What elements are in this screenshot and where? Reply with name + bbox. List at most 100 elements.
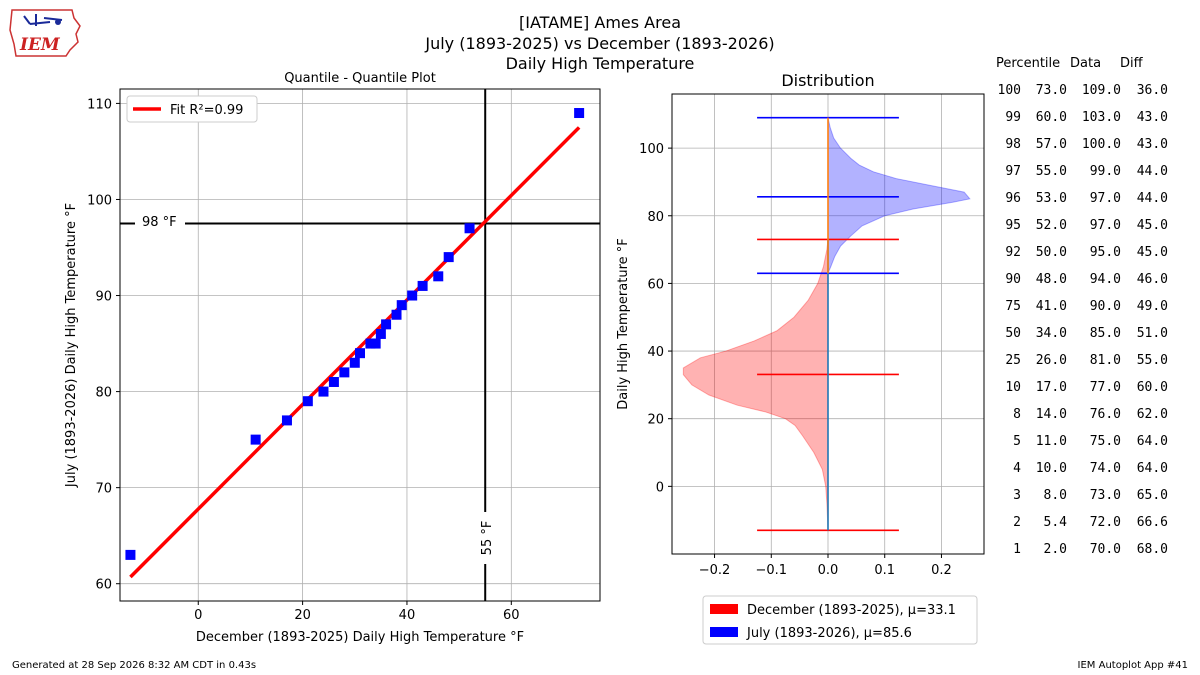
legend-label-july: July (1893-2026), μ=85.6 bbox=[746, 626, 912, 641]
qq-y-tick-label: 60 bbox=[95, 578, 112, 593]
qq-point bbox=[250, 434, 261, 445]
distribution-x-tick-label: 0.2 bbox=[931, 563, 952, 578]
table-cell-december: 41.0 bbox=[1036, 299, 1067, 314]
table-cell-diff: 46.0 bbox=[1137, 272, 1168, 287]
qq-point bbox=[375, 328, 386, 339]
table-row: 4 10.0 74.0 64.0 bbox=[1013, 461, 1168, 476]
qq-point bbox=[396, 300, 407, 311]
table-cell-july: 77.0 bbox=[1090, 380, 1121, 395]
table-cell-percentile: 10 bbox=[1005, 380, 1021, 395]
qq-y-tick-label: 90 bbox=[95, 290, 112, 305]
table-row: 96 53.0 97.0 44.0 bbox=[1005, 191, 1168, 206]
table-cell-percentile: 92 bbox=[1005, 245, 1021, 260]
table-cell-december: 17.0 bbox=[1036, 380, 1067, 395]
weather-instrument-dot-icon bbox=[55, 19, 61, 25]
table-cell-percentile: 4 bbox=[1013, 461, 1021, 476]
distribution-y-ticks: 0 20 40 60 80 100 bbox=[639, 142, 672, 495]
table-cell-july: 81.0 bbox=[1090, 353, 1121, 368]
qq-point bbox=[339, 367, 350, 378]
distribution-x-tick-label: 0.0 bbox=[818, 563, 839, 578]
table-cell-july: 73.0 bbox=[1090, 488, 1121, 503]
distribution-y-tick-label: 100 bbox=[639, 142, 664, 157]
table-cell-december: 14.0 bbox=[1036, 407, 1067, 422]
table-cell-diff: 68.0 bbox=[1137, 542, 1168, 557]
table-cell-december: 50.0 bbox=[1036, 245, 1067, 260]
qq-y-axis-label: July (1893-2026) Daily High Temperature … bbox=[64, 203, 79, 488]
legend-swatch-july bbox=[710, 627, 738, 637]
table-cell-percentile: 90 bbox=[1005, 272, 1021, 287]
qq-x-ticks: 0 20 40 60 bbox=[194, 601, 520, 623]
table-cell-diff: 45.0 bbox=[1137, 218, 1168, 233]
legend-swatch-december bbox=[710, 604, 738, 614]
qq-plot-frame bbox=[119, 88, 601, 602]
table-cell-july: 72.0 bbox=[1090, 515, 1121, 530]
table-cell-july: 99.0 bbox=[1090, 164, 1121, 179]
distribution-title: Distribution bbox=[781, 71, 874, 90]
title-line-3: Daily High Temperature bbox=[506, 54, 695, 73]
table-row: 5 11.0 75.0 64.0 bbox=[1013, 434, 1168, 449]
table-cell-december: 53.0 bbox=[1036, 191, 1067, 206]
qq-legend-box bbox=[126, 95, 258, 123]
distribution-y-axis-label: Daily High Temperature °F bbox=[616, 238, 631, 410]
qq-point bbox=[318, 386, 329, 397]
qq-y-ticks: 60 70 80 90 100 110 bbox=[87, 97, 120, 593]
table-cell-percentile: 25 bbox=[1005, 353, 1021, 368]
qq-legend-label: Fit R²=0.99 bbox=[170, 103, 243, 118]
table-rows: 100 73.0 109.0 36.0 99 60.0 103.0 43.0 98 57.0 100… bbox=[998, 83, 1168, 557]
table-cell-july: 74.0 bbox=[1090, 461, 1121, 476]
qq-point bbox=[381, 319, 392, 330]
table-cell-diff: 51.0 bbox=[1137, 326, 1168, 341]
table-cell-percentile: 2 bbox=[1013, 515, 1021, 530]
hline-label-background bbox=[135, 212, 185, 230]
table-cell-percentile: 95 bbox=[1005, 218, 1021, 233]
qq-point bbox=[443, 252, 454, 263]
table-cell-december: 8.0 bbox=[1044, 488, 1067, 503]
qq-point bbox=[433, 271, 444, 282]
qq-point bbox=[355, 348, 365, 359]
table-cell-diff: 64.0 bbox=[1137, 434, 1168, 449]
table-cell-percentile: 98 bbox=[1005, 137, 1021, 152]
table-cell-percentile: 97 bbox=[1005, 164, 1021, 179]
distribution-x-tick-label: −0.1 bbox=[755, 563, 787, 578]
qq-y-tick-label: 100 bbox=[87, 193, 112, 208]
table-cell-percentile: 50 bbox=[1005, 326, 1021, 341]
qq-y-tick-label: 80 bbox=[95, 386, 112, 401]
table-cell-percentile: 75 bbox=[1005, 299, 1021, 314]
table-cell-july: 109.0 bbox=[1082, 83, 1121, 98]
table-row: 2 5.4 72.0 66.6 bbox=[1013, 515, 1168, 530]
qq-point bbox=[365, 338, 376, 349]
table-header-percentile: Percentile bbox=[996, 56, 1060, 71]
distribution-y-tick-label: 80 bbox=[647, 210, 664, 225]
table-cell-diff: 64.0 bbox=[1137, 461, 1168, 476]
december-density-area bbox=[682, 239, 829, 531]
table-cell-diff: 44.0 bbox=[1137, 164, 1168, 179]
table-cell-percentile: 5 bbox=[1013, 434, 1021, 449]
table-cell-december: 5.4 bbox=[1044, 515, 1068, 530]
table-cell-diff: 65.0 bbox=[1137, 488, 1168, 503]
qq-point bbox=[349, 357, 360, 368]
qq-x-tick-label: 40 bbox=[399, 608, 416, 623]
table-cell-diff: 44.0 bbox=[1137, 191, 1168, 206]
legend-label-december: December (1893-2025), μ=33.1 bbox=[747, 603, 956, 618]
qq-x-axis-label: December (1893-2025) Daily High Temperat… bbox=[196, 630, 524, 645]
table-row: 75 41.0 90.0 49.0 bbox=[1005, 299, 1168, 314]
table-row: 99 60.0 103.0 43.0 bbox=[1005, 110, 1168, 125]
table-cell-july: 76.0 bbox=[1090, 407, 1121, 422]
table-row: 3 8.0 73.0 65.0 bbox=[1013, 488, 1168, 503]
qq-x-tick-label: 60 bbox=[503, 608, 520, 623]
table-cell-diff: 66.6 bbox=[1137, 515, 1168, 530]
table-row: 98 57.0 100.0 43.0 bbox=[1005, 137, 1168, 152]
distribution-y-tick-label: 20 bbox=[647, 413, 664, 428]
table-cell-percentile: 1 bbox=[1013, 542, 1021, 557]
table-cell-diff: 45.0 bbox=[1137, 245, 1168, 260]
table-cell-diff: 36.0 bbox=[1137, 83, 1168, 98]
table-row: 1 2.0 70.0 68.0 bbox=[1013, 542, 1168, 557]
hline-label: 98 °F bbox=[142, 215, 177, 230]
table-cell-diff: 49.0 bbox=[1137, 299, 1168, 314]
distribution-y-tick-label: 60 bbox=[647, 277, 664, 292]
qq-x-tick-label: 20 bbox=[294, 608, 311, 623]
table-header-diff: Diff bbox=[1120, 56, 1144, 71]
table-cell-percentile: 99 bbox=[1005, 110, 1021, 125]
july-density-area bbox=[827, 117, 971, 274]
table-cell-july: 97.0 bbox=[1090, 191, 1121, 206]
